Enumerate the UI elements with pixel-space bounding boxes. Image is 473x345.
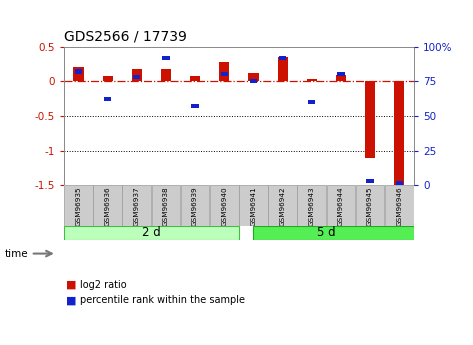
- Bar: [73, 67, 84, 81]
- Bar: [133, 75, 140, 79]
- Bar: [220, 72, 228, 77]
- Bar: [161, 69, 171, 81]
- Bar: [337, 72, 345, 77]
- Bar: [385, 186, 413, 226]
- Bar: [93, 186, 122, 226]
- Text: ■: ■: [66, 280, 77, 289]
- Text: GSM96944: GSM96944: [338, 187, 344, 226]
- Bar: [268, 186, 297, 226]
- Text: GSM96946: GSM96946: [396, 187, 403, 226]
- Bar: [336, 75, 346, 81]
- Text: GDS2566 / 17739: GDS2566 / 17739: [64, 29, 187, 43]
- Text: log2 ratio: log2 ratio: [80, 280, 127, 289]
- Text: ■: ■: [66, 295, 77, 305]
- Bar: [131, 69, 142, 81]
- Bar: [298, 186, 326, 226]
- Bar: [192, 104, 199, 108]
- Bar: [394, 81, 404, 189]
- Text: 2 d: 2 d: [142, 226, 161, 239]
- Text: time: time: [5, 249, 28, 258]
- Bar: [123, 186, 151, 226]
- Text: 5 d: 5 d: [317, 226, 336, 239]
- Text: GSM96937: GSM96937: [134, 187, 140, 226]
- Bar: [253, 226, 443, 240]
- Bar: [210, 186, 238, 226]
- Text: GSM96943: GSM96943: [309, 187, 315, 226]
- Bar: [190, 77, 200, 81]
- Text: GSM96936: GSM96936: [105, 187, 111, 226]
- Text: GSM96945: GSM96945: [367, 187, 373, 226]
- Bar: [64, 186, 93, 226]
- Bar: [75, 69, 82, 74]
- Bar: [104, 97, 111, 101]
- Text: GSM96939: GSM96939: [192, 187, 198, 226]
- Bar: [327, 186, 355, 226]
- Bar: [307, 79, 317, 81]
- Bar: [103, 77, 113, 81]
- Bar: [152, 186, 180, 226]
- Text: percentile rank within the sample: percentile rank within the sample: [80, 295, 245, 305]
- Bar: [219, 62, 229, 81]
- Bar: [64, 226, 238, 240]
- Bar: [239, 186, 268, 226]
- Bar: [278, 57, 288, 81]
- Bar: [356, 186, 385, 226]
- Text: GSM96940: GSM96940: [221, 187, 228, 226]
- Bar: [250, 79, 257, 83]
- Text: GSM96941: GSM96941: [250, 187, 256, 226]
- Bar: [279, 56, 286, 60]
- Bar: [248, 73, 259, 81]
- Text: GSM96938: GSM96938: [163, 187, 169, 226]
- Text: GSM96935: GSM96935: [75, 187, 81, 226]
- Bar: [395, 181, 403, 185]
- Bar: [181, 186, 210, 226]
- Bar: [367, 179, 374, 184]
- Bar: [162, 56, 170, 60]
- Bar: [308, 100, 315, 104]
- Text: GSM96942: GSM96942: [280, 187, 286, 226]
- Bar: [365, 81, 375, 158]
